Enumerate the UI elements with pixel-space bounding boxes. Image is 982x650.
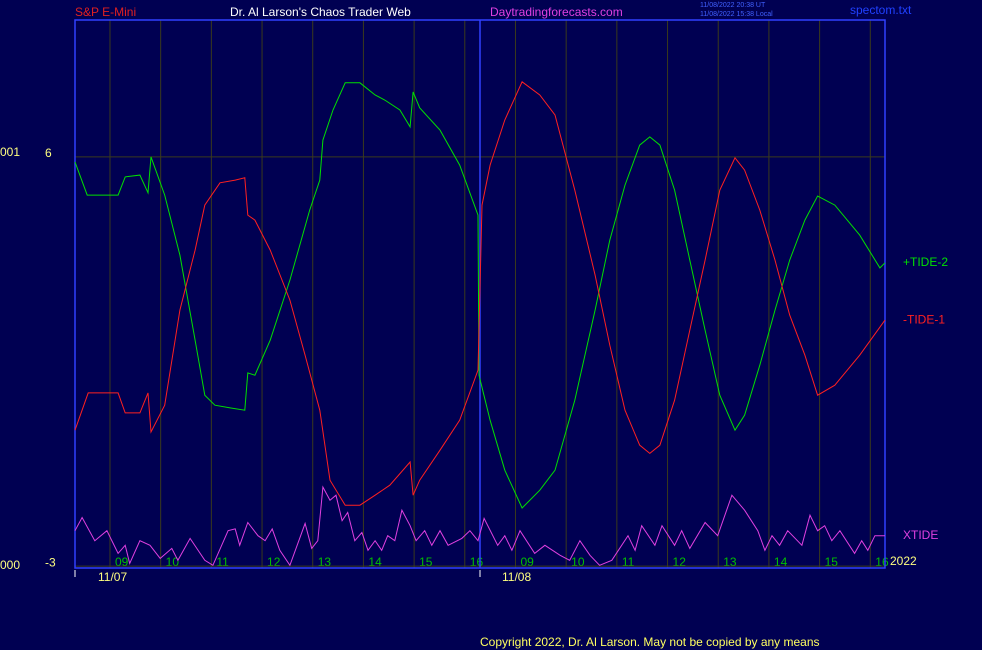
date-label: 11/08 <box>502 570 531 584</box>
x-tick-label: 10 <box>571 555 585 569</box>
instrument: S&P E-Mini <box>75 5 136 19</box>
series-line <box>74 81 886 506</box>
timestamp: 11/08/2022 15:38 Local <box>700 11 773 18</box>
legend-label: +TIDE-2 <box>903 255 948 269</box>
chart-title: Dr. Al Larson's Chaos Trader Web <box>230 5 411 19</box>
x-tick-label: 11 <box>622 555 635 569</box>
year-label: 2022 <box>890 554 917 568</box>
site: Daytradingforecasts.com <box>490 5 623 19</box>
y-tick-label: -3 <box>45 555 56 569</box>
x-tick-label: 16 <box>875 555 889 569</box>
x-tick-label: 16 <box>470 555 484 569</box>
series-line <box>74 485 885 567</box>
x-tick-label: 12 <box>267 555 281 569</box>
legend-label: XTIDE <box>903 528 938 542</box>
x-tick-label: 13 <box>318 555 332 569</box>
x-tick-label: 11 <box>216 555 229 569</box>
x-tick-label: 12 <box>673 555 687 569</box>
left-label: 001 <box>0 145 20 159</box>
left-label: 000 <box>0 558 20 572</box>
timestamp: 11/08/2022 20:38 UT <box>700 2 766 9</box>
y-tick-label: 6 <box>45 146 52 160</box>
series-line <box>74 82 886 509</box>
x-tick-label: 09 <box>115 555 129 569</box>
x-tick-label: 15 <box>419 555 433 569</box>
x-tick-label: 13 <box>723 555 737 569</box>
date-label: 11/07 <box>98 570 127 584</box>
file-name: spectom.txt <box>850 3 912 17</box>
legend-label: -TIDE-1 <box>903 312 945 326</box>
x-tick-label: 10 <box>166 555 180 569</box>
x-tick-label: 15 <box>825 555 839 569</box>
x-tick-label: 09 <box>520 555 534 569</box>
footer: Copyright 2022, Dr. Al Larson. May not b… <box>480 635 820 649</box>
x-tick-label: 14 <box>774 555 788 569</box>
x-tick-label: 14 <box>368 555 382 569</box>
